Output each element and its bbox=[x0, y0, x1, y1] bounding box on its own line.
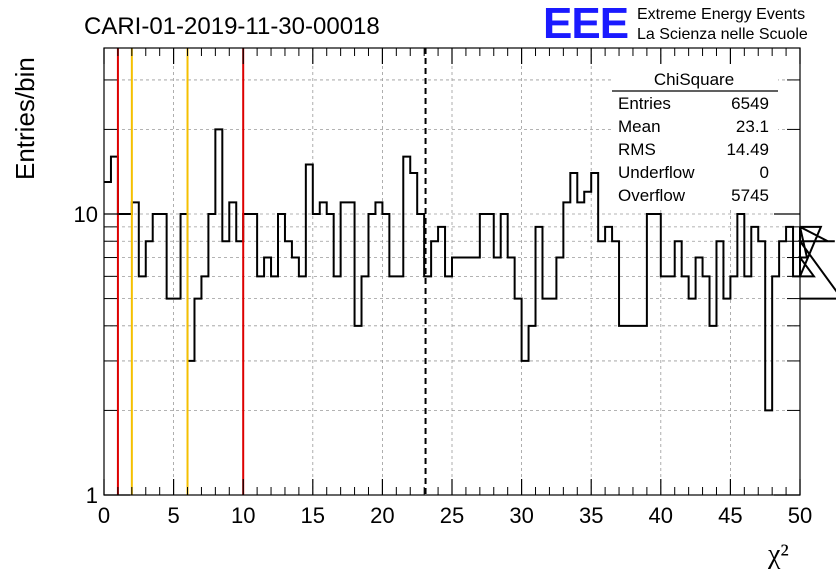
x-tick-label: 50 bbox=[788, 503, 812, 528]
eee-logo-mark: EEE bbox=[543, 0, 628, 48]
stats-label: RMS bbox=[618, 140, 656, 159]
eee-logo: EEE Extreme Energy Events La Scienza nel… bbox=[543, 0, 808, 48]
stats-value: 6549 bbox=[731, 94, 769, 113]
x-tick-label: 5 bbox=[167, 503, 179, 528]
plot-title: CARI-01-2019-11-30-00018 bbox=[84, 13, 380, 40]
stats-label: Underflow bbox=[618, 163, 695, 182]
stats-label: Overflow bbox=[618, 186, 686, 205]
stats-box-background bbox=[612, 66, 778, 210]
stats-label: Entries bbox=[618, 94, 671, 113]
stats-value: 23.1 bbox=[736, 117, 769, 136]
y-axis-label: Entries/bin bbox=[10, 57, 40, 180]
x-tick-label: 20 bbox=[370, 503, 394, 528]
stats-rows: Entries 6549 Mean 23.1 RMS 14.49 Underflow 0 Ove… bbox=[618, 94, 769, 205]
x-tick-label: 35 bbox=[579, 503, 603, 528]
stats-value: 0 bbox=[760, 163, 769, 182]
stats-value: 5745 bbox=[731, 186, 769, 205]
stats-label: Mean bbox=[618, 117, 661, 136]
logo-line-2: La Scienza nelle Scuole bbox=[637, 26, 808, 43]
logo-line-1: Extreme Energy Events bbox=[637, 6, 805, 23]
x-tick-label: 0 bbox=[98, 503, 110, 528]
x-tick-label: 45 bbox=[718, 503, 742, 528]
histogram-series bbox=[104, 128, 836, 412]
x-tick-label: 15 bbox=[301, 503, 325, 528]
stats-header: ChiSquare bbox=[654, 70, 734, 89]
histogram-line bbox=[104, 128, 836, 412]
stats-box: ChiSquare Entries 6549 Mean 23.1 RMS 14.49 Und… bbox=[612, 66, 778, 210]
x-tick-label: 10 bbox=[231, 503, 255, 528]
axis-ticks: 0 5 10 15 20 25 30 35 40 45 50 1 10 bbox=[74, 48, 812, 528]
reference-lines bbox=[116, 48, 427, 495]
y-tick-label: 10 bbox=[74, 202, 98, 227]
stats-value: 14.49 bbox=[726, 140, 769, 159]
x-axis-label: χ² bbox=[767, 539, 789, 570]
x-tick-label: 25 bbox=[440, 503, 464, 528]
y-tick-label: 1 bbox=[86, 483, 98, 508]
x-tick-label: 30 bbox=[509, 503, 533, 528]
x-tick-label: 40 bbox=[649, 503, 673, 528]
